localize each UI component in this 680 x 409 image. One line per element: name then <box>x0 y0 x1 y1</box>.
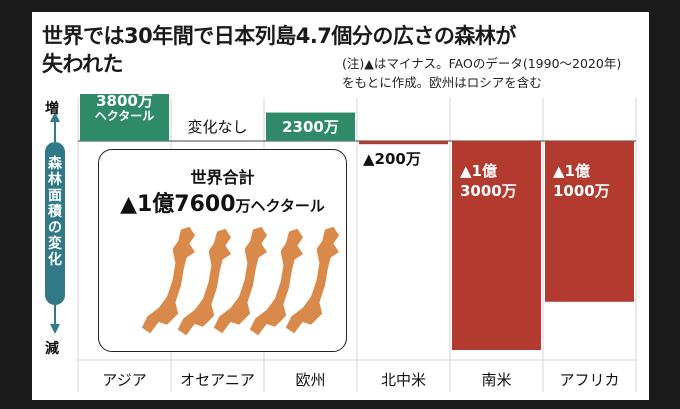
japan-map-icon <box>249 228 303 336</box>
axis-increase-label: 増 <box>45 101 59 117</box>
bar-北中米 <box>359 141 448 145</box>
bar-欧州 <box>266 112 355 141</box>
axis-pill: 森林面積の変化 <box>45 142 65 305</box>
japan-map-icons <box>141 226 339 336</box>
axis-up-arrow-icon <box>50 112 60 122</box>
world-total-unit: 万ヘクタール <box>235 197 325 215</box>
japan-map-icon <box>285 226 339 334</box>
value-label: ▲1億 <box>460 162 497 180</box>
world-total-prefix: ▲1億 <box>120 192 175 217</box>
value-label: ▲200万 <box>363 150 421 168</box>
value-label: 3000万 <box>460 182 517 200</box>
axis-decrease-label: 減 <box>45 341 59 357</box>
bar-アフリカ <box>545 141 634 302</box>
category-label: 南米 <box>481 371 512 389</box>
category-label: アジア <box>102 371 147 389</box>
value-label: ▲1億 <box>553 162 590 180</box>
bar-南米 <box>452 141 541 350</box>
chart-note-line1: (注)▲はマイナス。FAOのデータ(1990〜2020年) <box>342 56 622 71</box>
japan-map-icon <box>213 226 267 334</box>
chart-title-line1: 世界では30年間で日本列島4.7個分の広さの森林が <box>42 24 516 48</box>
value-label: 変化なし <box>187 118 248 136</box>
bar-アジア <box>80 94 169 141</box>
axis-label: 森林面積の変化 <box>48 156 62 268</box>
chart-card: 世界では30年間で日本列島4.7個分の広さの森林が 失われた (注)▲はマイナス… <box>32 12 649 400</box>
category-label: 北中米 <box>380 371 426 389</box>
value-label: 1000万 <box>553 182 610 200</box>
category-label: オセアニア <box>180 371 255 389</box>
japan-map-icon <box>141 226 195 334</box>
world-total-value: ▲1億7600万ヘクタール <box>99 186 346 218</box>
axis-down-arrow-icon <box>50 324 60 334</box>
japan-map-icon <box>177 228 231 336</box>
chart-note-line2: をもとに作成。欧州はロシアを含む <box>342 75 542 90</box>
category-label: 欧州 <box>295 371 326 389</box>
world-total-number: 7600 <box>174 192 236 217</box>
value-label: 2300万 <box>282 118 339 136</box>
world-total-box: 世界合計 ▲1億7600万ヘクタール <box>98 149 347 352</box>
chart-title-line2: 失われた <box>42 52 123 76</box>
world-total-heading: 世界合計 <box>190 168 255 187</box>
category-label: アフリカ <box>559 371 620 389</box>
value-label: 3800万 ヘクタール <box>94 92 155 124</box>
